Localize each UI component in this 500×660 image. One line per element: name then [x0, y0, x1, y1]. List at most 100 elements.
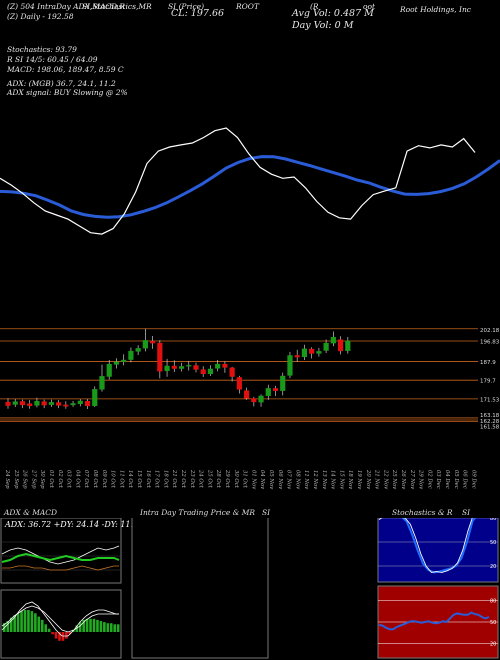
moving-average-line	[0, 155, 500, 219]
macd-bar	[82, 619, 85, 632]
macd-histogram	[3, 610, 120, 641]
price-chart: 202.18 196.83 187.9 179.7 171.53 163.18162.28…	[0, 127, 500, 489]
stochastics-value: Stochastics: 93.79	[7, 45, 77, 54]
adx-value: ADX: (MGB) 36.7, 24.1, 11.2	[7, 79, 116, 88]
candle-body	[19, 401, 26, 406]
macd-bar	[106, 623, 110, 632]
candle-body	[150, 341, 156, 344]
date-label: 16 Oct	[145, 470, 151, 489]
date-label: 13 Nov	[321, 470, 327, 489]
macd-bar	[13, 615, 16, 632]
date-label: 26 Sep	[22, 469, 28, 489]
date-label: 30 Sep	[39, 470, 45, 489]
candle-body	[41, 401, 47, 406]
candle-body	[27, 403, 33, 407]
macd-bar	[92, 618, 96, 632]
candle-body	[92, 389, 98, 407]
date-label: 08 Oct	[92, 470, 98, 489]
date-label: 02 Oct	[57, 470, 63, 489]
price-level-label: 187.9	[480, 360, 496, 366]
date-label: 09 Dec	[470, 470, 476, 489]
date-label: 19 Nov	[356, 470, 362, 489]
day-volume: Day Vol: 0 M	[292, 20, 354, 31]
macd-bar	[58, 632, 61, 641]
price-level-label: 162.28	[480, 419, 500, 425]
macd-bar	[75, 625, 79, 632]
candle-body	[113, 361, 120, 365]
date-label: 29 Nov	[418, 469, 424, 489]
candle-body	[34, 400, 40, 406]
macd-bar	[113, 624, 116, 632]
date-label: 10 Oct	[110, 470, 116, 489]
candle-body	[171, 365, 177, 369]
date-label: 15 Nov	[338, 470, 344, 489]
stochastics-tick: 20	[490, 564, 496, 570]
date-label: 26 Nov	[400, 469, 406, 489]
date-label: 23 Oct	[189, 469, 195, 489]
macd-bar	[99, 621, 103, 632]
indicator-panels: ADX: 36.72 +DY: 24.14 -DY: 11.17 805020 …	[0, 518, 499, 659]
date-label: 12 Nov	[312, 470, 318, 489]
candle-body	[316, 351, 322, 354]
adx-macd-title: ADX & MACD	[4, 508, 58, 517]
candle-body	[200, 369, 206, 375]
macd-bar	[103, 622, 106, 632]
date-label: 28 Oct	[215, 469, 221, 489]
candle-body	[287, 355, 293, 376]
header-title-5: (R	[310, 2, 319, 11]
date-label: 06 Dec	[462, 470, 468, 489]
header-ticker: ROOT	[236, 2, 259, 11]
candle-body	[272, 388, 279, 391]
candle-body	[243, 390, 250, 399]
date-label: 09 Oct	[101, 470, 107, 489]
header-company: Root Holdings, Inc	[400, 5, 471, 14]
stochastics-si: SI	[462, 508, 471, 517]
price-level-label: 161.58	[480, 425, 500, 431]
candle-body	[330, 336, 336, 344]
macd-bar	[20, 611, 23, 632]
date-label: 17 Oct	[154, 470, 160, 489]
date-label: 20 Nov	[365, 469, 371, 489]
rsi-tick: 20	[490, 642, 496, 648]
candle-body	[56, 402, 62, 406]
candle-body	[77, 400, 83, 404]
candle-body	[207, 368, 214, 375]
date-label: 30 Oct	[233, 470, 239, 489]
date-label: 27 Sep	[30, 469, 36, 489]
date-label: 24 Sep	[4, 469, 10, 489]
macd-bar	[30, 611, 34, 632]
candle-body	[70, 403, 76, 406]
macd-bar	[37, 616, 41, 632]
candle-body	[63, 404, 69, 407]
price-level-label: 179.7	[480, 379, 496, 385]
candle-body	[121, 359, 127, 362]
candle-body	[157, 342, 163, 372]
date-label: 29 Oct	[224, 469, 230, 489]
adx-signal: ADX signal: BUY Slowing @ 2%	[7, 88, 128, 97]
stochastics-title: Stochastics & R	[392, 508, 453, 517]
date-label: 21 Nov	[374, 469, 380, 489]
candle-body	[236, 377, 242, 390]
macd-bar	[78, 622, 82, 632]
date-label: 01 Oct	[48, 470, 54, 489]
candle-body	[215, 363, 221, 369]
stochastics-tick: 80	[490, 518, 496, 522]
date-label: 04 Oct	[74, 470, 80, 489]
candle-body	[186, 365, 192, 367]
macd-bar	[96, 619, 99, 632]
date-label: 25 Nov	[391, 469, 397, 489]
macd-value: MACD: 198.06, 189.47, 8.59 C	[7, 65, 124, 74]
price-level-label: 202.18	[480, 328, 500, 334]
candle-body	[135, 348, 141, 352]
date-label: 01 Nov	[250, 470, 256, 489]
header-title-3: SI (Price)	[168, 2, 205, 11]
date-label: 04 Nov	[259, 470, 265, 489]
candle-body	[345, 340, 351, 351]
avg-volume: Avg Vol: 0.487 M	[292, 8, 374, 19]
price-level-label: 196.83	[480, 340, 500, 346]
candle-body	[106, 363, 112, 377]
candle-body	[229, 367, 235, 377]
adx-line	[1, 545, 120, 565]
stochastic-d-line	[378, 518, 473, 573]
date-label: 03 Dec	[435, 470, 441, 489]
